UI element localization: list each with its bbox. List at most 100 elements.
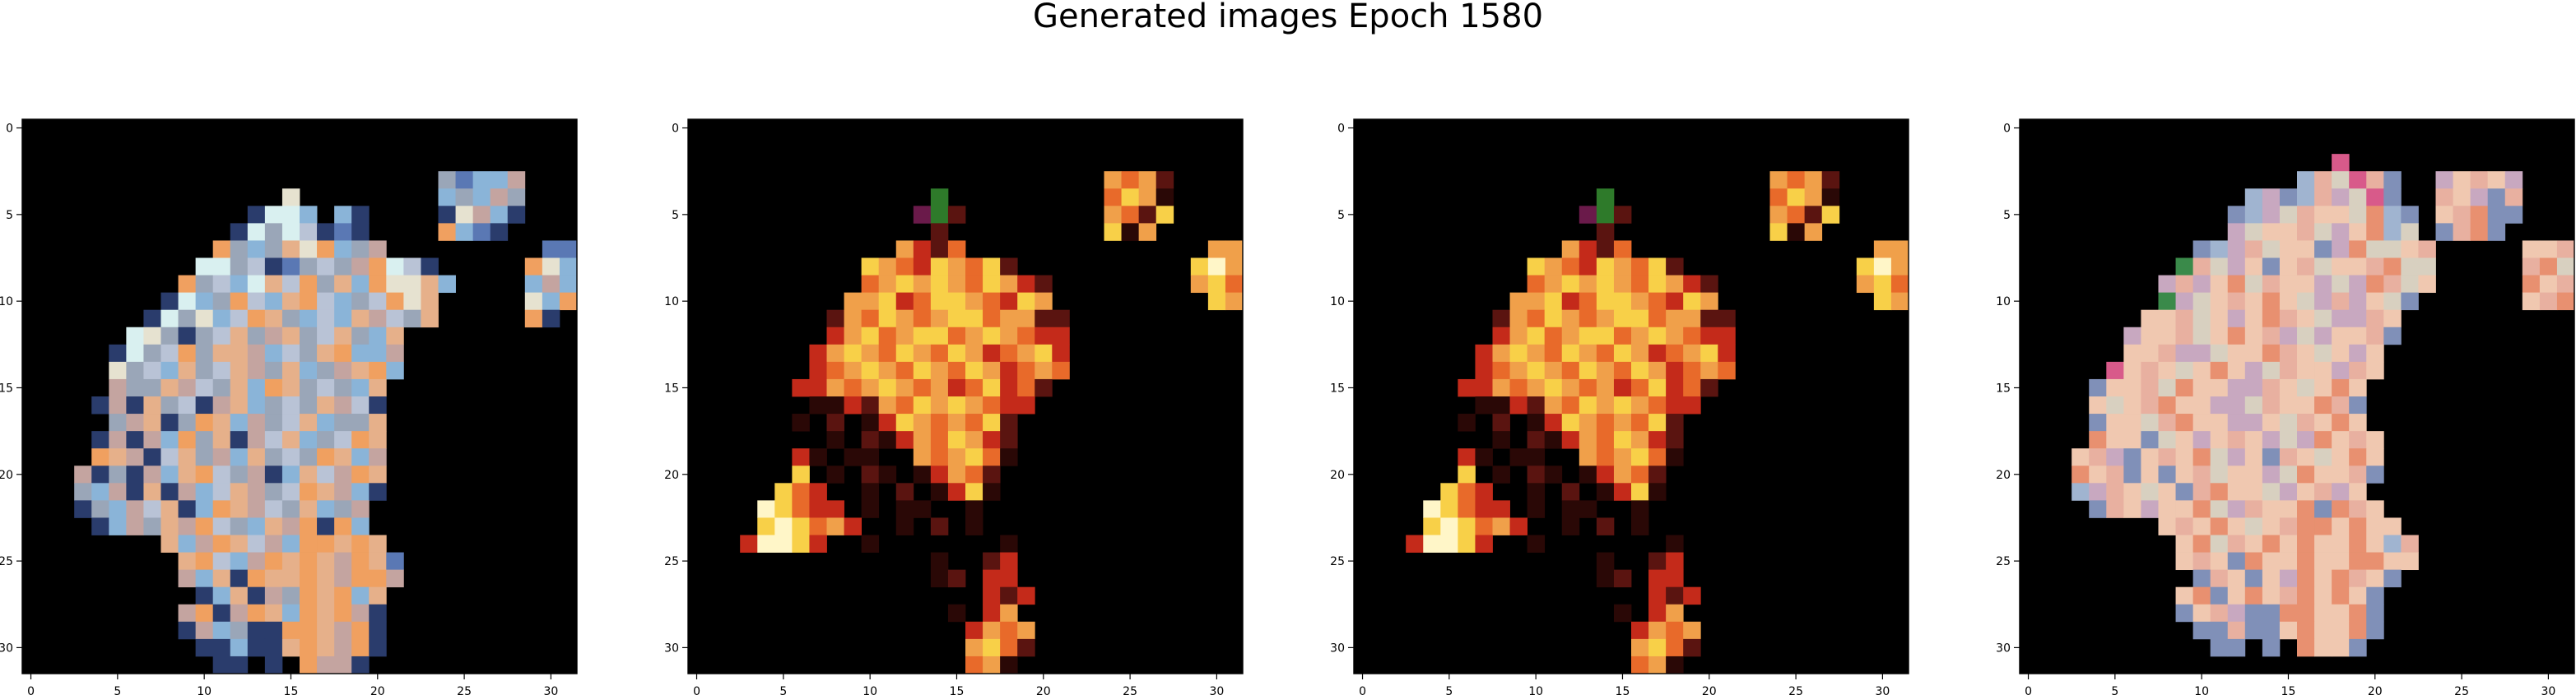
pixel [1458, 378, 1476, 397]
pixel [2314, 188, 2332, 206]
pixel [351, 344, 370, 363]
pixel [1000, 378, 1018, 397]
subplot-3: 0 5 10 15 20 25 30 0 5 10 15 20 25 30 [1330, 118, 1909, 695]
pixel [2210, 569, 2229, 588]
pixel [2227, 361, 2246, 380]
pixel [109, 431, 127, 449]
pixel [351, 466, 370, 484]
pixel [2141, 483, 2159, 501]
pixel [351, 500, 370, 518]
pixel [1666, 448, 1684, 466]
pixel [334, 535, 352, 553]
pixel [2349, 292, 2367, 311]
y-tick-label: 30 [664, 642, 679, 655]
pixel [930, 396, 949, 415]
pixel [1561, 257, 1580, 276]
pixel [1000, 431, 1018, 449]
pixel [559, 240, 578, 258]
pixel [281, 223, 300, 241]
pixel [2210, 309, 2229, 328]
pixel [2279, 292, 2298, 311]
pixel [1596, 206, 1615, 224]
pixel [2262, 327, 2281, 345]
pixel [247, 361, 266, 380]
pixel [2383, 292, 2402, 311]
pixel [334, 638, 352, 657]
pixel [2401, 535, 2419, 553]
pixel [1648, 656, 1667, 674]
pixel [2244, 240, 2263, 258]
axes-frame [1353, 118, 1909, 674]
pixel [281, 240, 300, 258]
pixel [809, 483, 827, 501]
pixel [2210, 535, 2229, 553]
pixel [2192, 448, 2211, 466]
x-tick-label: 10 [2194, 685, 2209, 695]
image-pixels [740, 171, 1244, 674]
pixel [2297, 275, 2315, 294]
pixel [1718, 344, 1736, 363]
pixel [1666, 431, 1684, 449]
pixel [2279, 604, 2298, 623]
pixel [2158, 448, 2176, 466]
pixel [2314, 396, 2332, 415]
pixel [2227, 396, 2246, 415]
pixel [317, 500, 335, 518]
pixel [895, 344, 914, 363]
y-tick-label: 10 [664, 295, 679, 308]
pixel [2366, 240, 2384, 258]
pixel [1527, 414, 1546, 432]
pixel [264, 292, 283, 311]
pixel [809, 361, 827, 380]
pixel [1190, 257, 1209, 276]
pixel [317, 552, 335, 571]
pixel [126, 344, 144, 363]
pixel [878, 275, 897, 294]
pixel [195, 327, 214, 345]
pixel [1631, 275, 1649, 294]
pixel [300, 292, 318, 311]
pixel [281, 414, 300, 432]
pixel [281, 327, 300, 345]
pixel [965, 500, 983, 518]
axes-frame [21, 118, 578, 674]
pixel [264, 431, 283, 449]
pixel [930, 206, 949, 224]
pixel [913, 344, 932, 363]
pixel [2262, 586, 2281, 605]
pixel [160, 378, 179, 397]
pixel [2227, 535, 2246, 553]
pixel [438, 275, 456, 294]
pixel [281, 638, 300, 657]
pixel [1121, 188, 1140, 206]
pixel [2332, 206, 2350, 224]
pixel [300, 569, 318, 588]
pixel [300, 483, 318, 501]
pixel [2158, 275, 2176, 294]
pixel [1648, 604, 1667, 623]
pixel [472, 171, 491, 189]
pixel [91, 466, 109, 484]
pixel [930, 431, 949, 449]
y-tick-label: 5 [2003, 209, 2011, 222]
pixel [2158, 517, 2176, 535]
pixel [109, 517, 127, 535]
pixel [143, 517, 161, 535]
pixel [1000, 569, 1018, 588]
pixel [2227, 431, 2246, 449]
pixel [2383, 240, 2402, 258]
pixel [2089, 396, 2107, 415]
pixel [247, 569, 266, 588]
pixel [1613, 569, 1632, 588]
pixel [1000, 309, 1018, 328]
pixel [913, 396, 932, 415]
y-tick-label: 25 [664, 555, 679, 568]
pixel [300, 604, 318, 623]
pixel [178, 621, 197, 640]
y-tick-label: 30 [1996, 642, 2011, 655]
pixel [895, 396, 914, 415]
pixel [947, 309, 966, 328]
pixel [334, 206, 352, 224]
pixel [1596, 240, 1615, 258]
pixel [1613, 414, 1632, 432]
